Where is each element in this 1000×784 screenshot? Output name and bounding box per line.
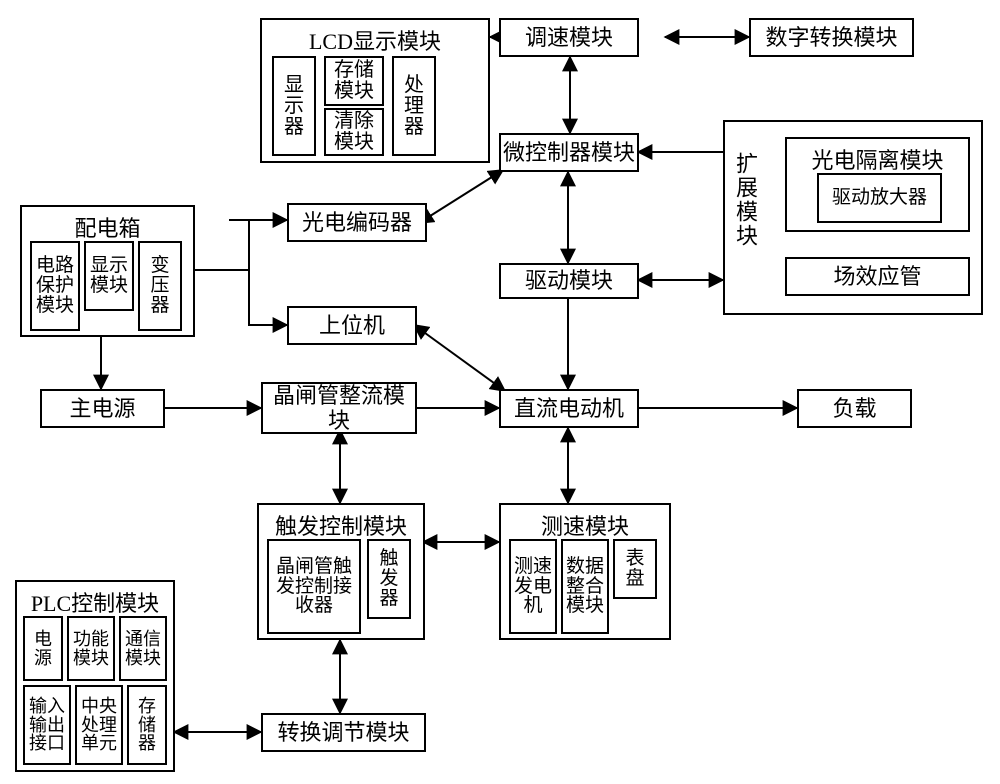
photo-encoder: 光电编码器 [287,203,427,242]
plc-power: 电源 [23,616,63,681]
trigger-recv: 晶闸管触发控制接收器 [267,539,361,634]
load: 负载 [797,389,912,428]
plc-cpu: 中央处理单元 [75,685,123,765]
plc-mem: 存储器 [127,685,167,765]
distbox-title: 配电箱 [22,211,193,243]
plc-io: 输入输出接口 [23,685,71,765]
opto-title: 光电隔离模块 [787,143,968,175]
dc-motor: 直流电动机 [499,389,639,428]
host-computer: 上位机 [287,306,417,345]
circuit-protect: 电路保护模块 [30,241,80,331]
opto-isolation-module: 光电隔离模块 驱动放大器 [785,137,970,232]
fet: 场效应管 [785,257,970,296]
speed-measure-module: 测速模块 测速发电机 数据整合模块 表盘 [499,503,671,640]
plc-func: 功能模块 [67,616,115,681]
trigger-title: 触发控制模块 [259,509,423,541]
expansion-module: 扩展模块 光电隔离模块 驱动放大器 场效应管 [723,120,983,315]
main-power: 主电源 [40,389,165,428]
speed-control-module: 调速模块 [499,18,639,57]
distribution-box: 配电箱 电路保护模块 显示模块 变压器 [20,205,195,337]
drive-module: 驱动模块 [499,263,639,299]
diagram-canvas: LCD显示模块 显示器 存储模块 清除模块 处理器 调速模块 数字转换模块 微控… [0,0,1000,784]
lcd-sub-storage: 存储模块 [324,56,384,106]
transformer: 变压器 [138,241,182,331]
tacho-gen: 测速发电机 [509,539,557,634]
lcd-title: LCD显示模块 [262,24,488,56]
trigger-gen: 触发器 [367,539,411,619]
mcu-module: 微控制器模块 [499,133,639,172]
lcd-sub-proc: 处理器 [392,56,436,156]
speed-title: 测速模块 [501,509,669,541]
plc-comm: 通信模块 [119,616,167,681]
plc-control-module: PLC控制模块 电源 功能模块 通信模块 输入输出接口 中央处理单元 存储器 [15,580,175,772]
dial: 表盘 [613,539,657,599]
trigger-control-module: 触发控制模块 晶闸管触发控制接收器 触发器 [257,503,425,640]
lcd-module: LCD显示模块 显示器 存储模块 清除模块 处理器 [260,18,490,163]
expansion-title: 扩展模块 [731,152,761,248]
thyristor-rectifier: 晶闸管整流模块 [261,382,417,434]
convert-adjust-module: 转换调节模块 [261,713,426,752]
data-integ: 数据整合模块 [561,539,609,634]
lcd-sub-clear: 清除模块 [324,108,384,156]
lcd-sub-display: 显示器 [272,56,316,156]
digital-convert-module: 数字转换模块 [749,18,914,57]
drive-amp: 驱动放大器 [817,173,942,223]
plc-title: PLC控制模块 [17,586,173,618]
display-sub: 显示模块 [84,241,134,311]
